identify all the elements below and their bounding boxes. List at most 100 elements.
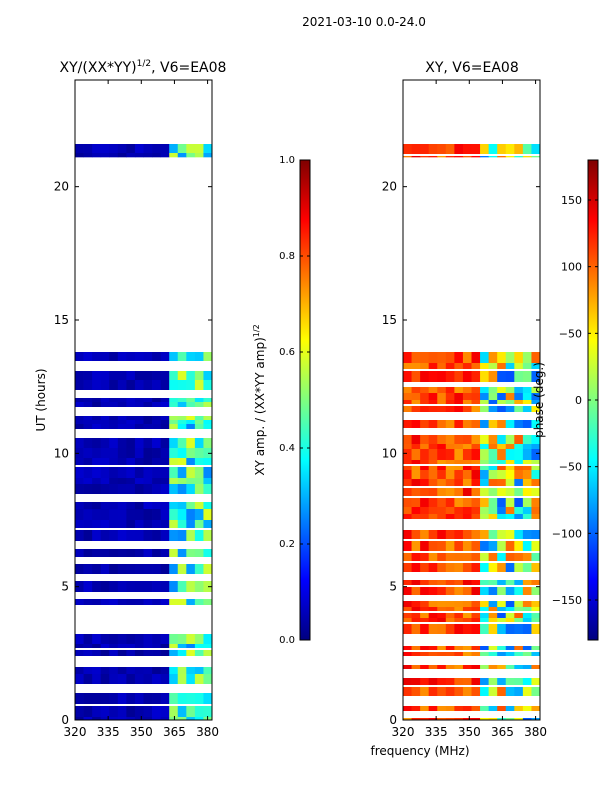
heatmap-cell [92,416,102,420]
heatmap-cell [143,398,153,402]
heatmap-cell [75,549,84,557]
heatmap-cell [100,530,110,541]
heatmap-cell [445,618,455,622]
heatmap-cell [514,613,524,618]
heatmap-cell [488,530,498,539]
heatmap-cell [186,530,196,541]
heatmap-cell [531,646,541,650]
heatmap-cell [109,549,119,557]
heatmap-cell [471,449,481,460]
heatmap-cell [531,406,541,412]
heatmap-cell [134,581,144,592]
heatmap-cell [160,416,170,420]
heatmap-cell [177,581,187,592]
heatmap-cell [403,393,412,400]
heatmap-cell [531,587,541,595]
heatmap-cell [505,400,515,404]
x-tick-label: 320 [392,725,415,739]
heatmap-cell [160,438,170,448]
heatmap-cell [462,479,472,486]
heatmap-cell [420,406,430,412]
heatmap-cell [480,624,490,634]
heatmap-cell [126,502,136,509]
heatmap-cell [514,156,524,158]
heatmap-cell [428,613,438,618]
heatmap-cell [411,435,421,444]
heatmap-cell [522,420,532,428]
heatmap-cell [186,448,196,458]
heatmap-cell [514,687,524,696]
heatmap-cell [488,449,498,460]
heatmap-cell [75,599,84,605]
heatmap-cell [522,352,532,363]
heatmap-cell [194,144,204,153]
heatmap-cell [177,644,187,648]
heatmap-cell [480,420,490,428]
heatmap-cell [403,618,412,622]
heatmap-cell [134,717,144,720]
heatmap-cell [203,448,213,458]
heatmap-cell [454,406,464,412]
heatmap-cell [194,667,204,674]
heatmap-cell [505,553,515,561]
heatmap-cell [83,402,93,407]
heatmap-cell [454,587,464,595]
heatmap-cell [531,652,541,656]
heatmap-cell [428,371,438,382]
heatmap-cell [194,549,204,557]
phase-plot-frame [402,79,541,721]
heatmap-cell [411,718,421,720]
heatmap-cell [92,467,102,478]
heatmap-cell [160,564,170,574]
heatmap-cell [134,438,144,448]
heatmap-cell [126,706,136,717]
heatmap-cell [445,393,455,400]
heatmap-cell [437,718,447,720]
heatmap-cell [75,371,84,380]
heatmap-cell [497,706,507,711]
heatmap-cell [531,400,541,404]
heatmap-cell [411,530,421,539]
colorbar-tick-label: 0.4 [279,443,295,454]
heatmap-cell [488,607,498,611]
heatmap-cell [143,581,153,592]
heatmap-cell [143,650,153,656]
heatmap-cell [454,563,464,572]
heatmap-cell [454,144,464,154]
heatmap-cell [83,644,93,648]
heatmap-cell [462,400,472,404]
heatmap-cell [203,438,213,448]
heatmap-cell [152,398,162,402]
heatmap-cell [109,424,119,429]
heatmap-cell [411,624,421,634]
heatmap-cell [109,717,119,720]
heatmap-cell [186,478,196,484]
heatmap-cell [428,665,438,669]
heatmap-cell [437,420,447,428]
heatmap-cell [531,466,541,470]
heatmap-cell [514,646,524,650]
heatmap-cell [203,424,213,429]
heatmap-cell [100,509,110,520]
heatmap-cell [169,448,179,458]
heatmap-cell [203,458,213,465]
heatmap-cell [471,601,481,607]
x-tick-label: 380 [196,725,219,739]
heatmap-cell [497,479,507,486]
heatmap-cell [134,530,144,541]
heatmap-cell [505,665,515,669]
heatmap-cell [126,530,136,541]
heatmap-cell [134,478,144,484]
y-tick-label: 15 [382,313,397,327]
heatmap-cell [152,467,162,478]
heatmap-cell [497,587,507,595]
heatmap-cell [143,380,153,390]
heatmap-cell [531,706,541,711]
heatmap-cell [143,153,153,158]
heatmap-cell [505,435,515,444]
heatmap-cell [109,644,119,648]
heatmap-cell [420,541,430,551]
heatmap-cell [134,674,144,684]
heatmap-cell [160,484,170,494]
heatmap-cell [100,448,110,458]
